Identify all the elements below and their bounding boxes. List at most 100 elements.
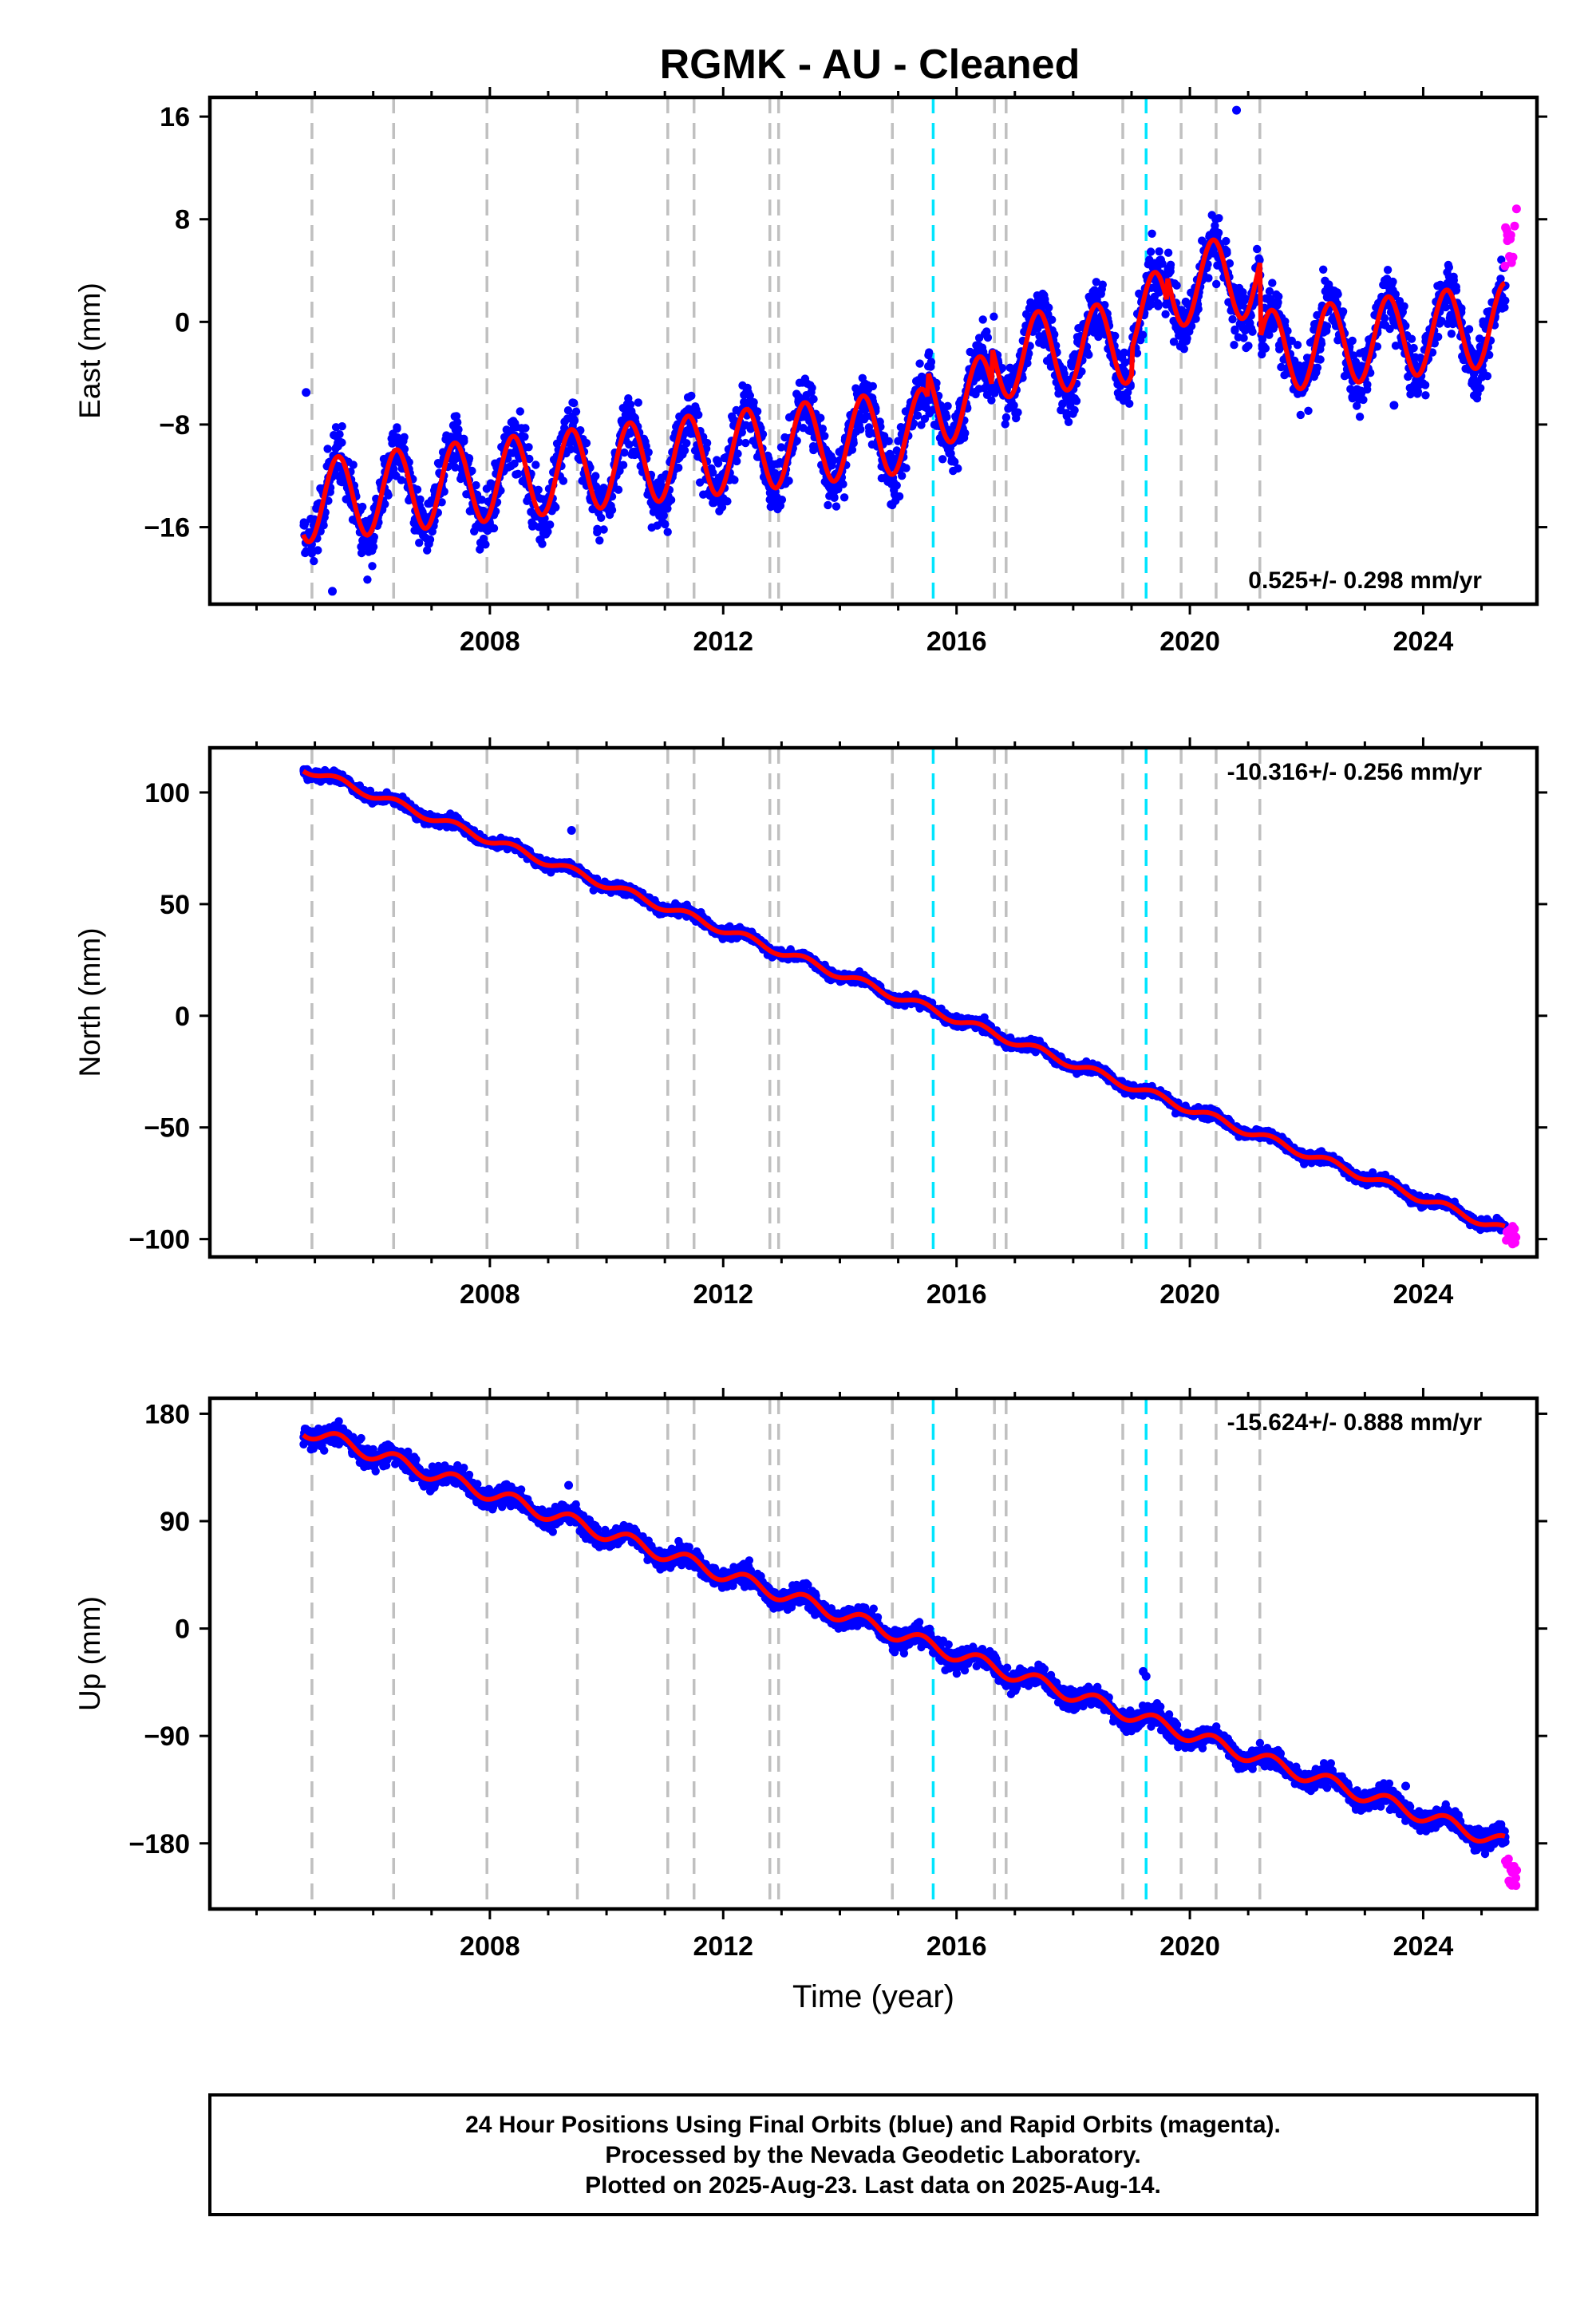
- east-daily-point: [400, 433, 409, 441]
- east-daily-point: [570, 398, 579, 408]
- east-daily-point: [460, 434, 468, 443]
- east-daily-point: [1444, 263, 1454, 272]
- east-daily-point: [1084, 350, 1093, 359]
- east-daily-point: [733, 456, 741, 466]
- east-daily-point: [368, 562, 377, 571]
- east-daily-point: [614, 485, 623, 494]
- east-daily-point: [1313, 363, 1322, 372]
- east-daily-point: [464, 454, 474, 463]
- east-daily-point: [1179, 345, 1189, 354]
- east-x-tick-label: 2020: [1159, 626, 1220, 657]
- east-x-tick-label: 2024: [1393, 626, 1454, 657]
- east-daily-point: [1212, 279, 1221, 289]
- east-daily-point: [324, 496, 333, 505]
- east-daily-point: [489, 524, 499, 533]
- east-daily-point: [938, 455, 947, 464]
- east-outlier-point: [328, 587, 338, 596]
- east-daily-point: [1204, 274, 1213, 283]
- east-daily-point: [663, 528, 672, 536]
- east-daily-point: [1472, 394, 1482, 403]
- east-daily-point: [776, 443, 786, 452]
- east-daily-point: [453, 418, 462, 427]
- east-daily-point: [520, 433, 529, 441]
- east-rapid-point: [1503, 236, 1512, 246]
- east-daily-point: [954, 464, 962, 473]
- east-daily-point: [902, 464, 911, 472]
- east-daily-point: [1293, 341, 1302, 350]
- east-daily-point: [1407, 334, 1416, 343]
- east-daily-point: [687, 391, 696, 401]
- east-daily-point: [618, 460, 628, 469]
- east-daily-point: [1001, 413, 1011, 422]
- east-daily-point: [301, 519, 310, 528]
- east-daily-point: [661, 520, 670, 529]
- east-daily-point: [892, 481, 901, 490]
- east-daily-point: [809, 394, 818, 404]
- east-daily-point: [818, 425, 828, 433]
- east-daily-point: [1098, 280, 1108, 289]
- east-daily-point: [597, 513, 606, 522]
- east-daily-point: [1363, 380, 1372, 389]
- east-daily-point: [570, 416, 579, 425]
- east-daily-point: [1434, 332, 1443, 342]
- east-daily-point: [338, 438, 346, 447]
- east-daily-point: [1125, 399, 1134, 408]
- east-daily-point: [451, 463, 460, 472]
- east-daily-point: [1214, 228, 1223, 237]
- east-daily-point: [413, 485, 422, 494]
- east-y-tick-label: 8: [175, 205, 190, 235]
- east-daily-point: [310, 556, 318, 566]
- east-daily-point: [1244, 342, 1253, 350]
- east-daily-point: [987, 396, 996, 405]
- east-daily-point: [824, 500, 832, 510]
- east-y-tick-label: 0: [175, 307, 190, 338]
- east-daily-point: [1322, 322, 1332, 330]
- east-daily-point: [1400, 302, 1408, 310]
- east-daily-point: [1383, 266, 1393, 275]
- east-daily-point: [1163, 248, 1173, 257]
- east-daily-point: [849, 439, 858, 448]
- east-daily-point: [1155, 247, 1163, 256]
- east-daily-point: [525, 454, 534, 464]
- east-y-tick-label: −8: [159, 410, 190, 441]
- east-daily-point: [1409, 343, 1418, 353]
- east-daily-point: [400, 445, 409, 453]
- east-daily-point: [1261, 344, 1270, 353]
- east-daily-point: [563, 406, 573, 415]
- east-daily-point: [423, 546, 432, 555]
- east-rapid-point: [1500, 261, 1510, 271]
- east-frame: [207, 95, 1539, 607]
- east-daily-point: [576, 426, 585, 435]
- east-daily-point: [571, 407, 581, 416]
- east-daily-point: [1447, 330, 1456, 338]
- east-daily-point: [357, 548, 366, 558]
- east-daily-point: [440, 487, 448, 496]
- east-daily-point: [452, 412, 461, 421]
- east-daily-point: [369, 543, 378, 551]
- east-daily-point: [534, 485, 543, 494]
- east-daily-point: [416, 495, 425, 504]
- east-daily-point: [1355, 413, 1365, 421]
- east-daily-point: [1420, 381, 1430, 389]
- east-daily-point: [1222, 236, 1231, 246]
- east-daily-point: [1483, 372, 1492, 381]
- east-daily-point: [1239, 334, 1248, 342]
- east-outlier-point: [302, 388, 311, 397]
- east-daily-point: [1296, 410, 1306, 420]
- east-daily-point: [884, 437, 893, 445]
- east-daily-point: [369, 532, 378, 542]
- east-daily-point: [913, 411, 922, 420]
- east-daily-point: [634, 398, 642, 407]
- east-x-tick-label: 2008: [460, 626, 520, 657]
- east-daily-point: [510, 459, 519, 468]
- east-daily-point: [777, 496, 787, 504]
- east-daily-point: [990, 312, 998, 321]
- east-daily-point: [961, 429, 970, 437]
- east-daily-point: [1148, 229, 1156, 238]
- east-daily-point: [397, 476, 406, 484]
- east-daily-point: [682, 439, 691, 448]
- east-daily-point: [1316, 355, 1325, 364]
- east-daily-point: [514, 469, 523, 478]
